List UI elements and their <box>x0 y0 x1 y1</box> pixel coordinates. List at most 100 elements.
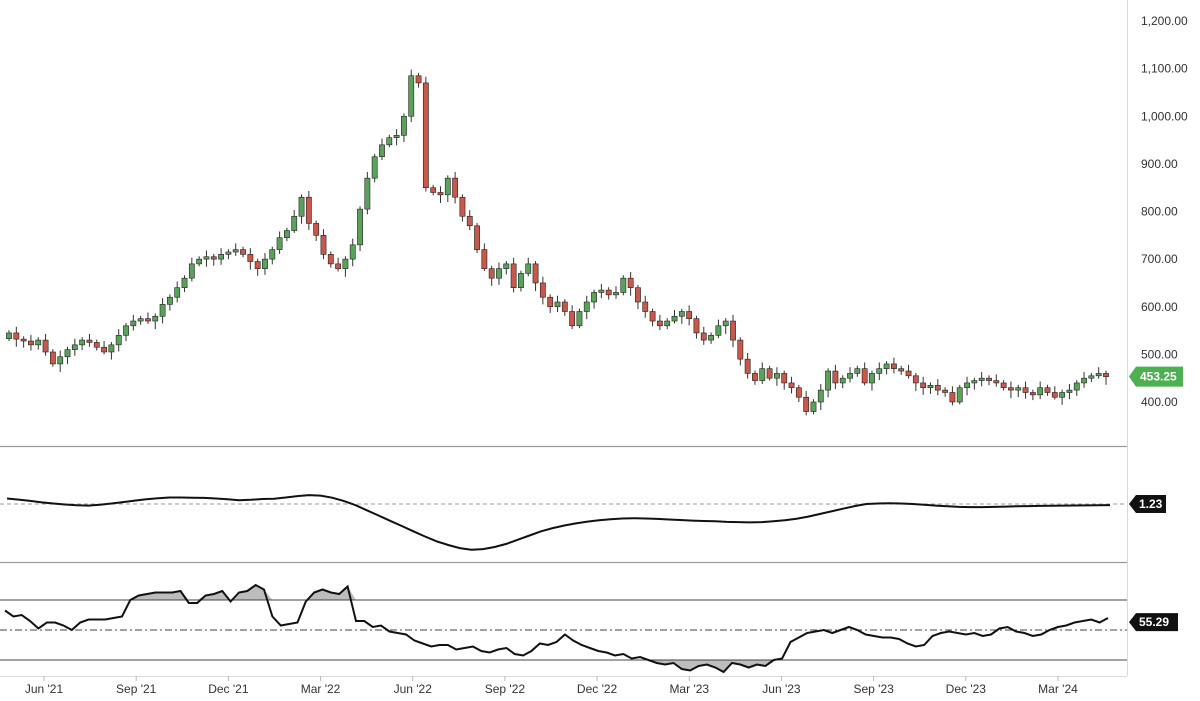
price-y-tick-label: 700.00 <box>1141 252 1178 266</box>
x-tick-label: Jun '22 <box>394 682 433 696</box>
indicator-badge-shape <box>1129 495 1166 513</box>
oscillator-oversold-fill <box>5 660 1108 672</box>
candle-down <box>649 311 656 322</box>
candle-up <box>664 320 671 327</box>
candle-up <box>196 258 203 265</box>
oscillator-badge-shape <box>1129 613 1178 632</box>
candle-down <box>744 358 751 374</box>
candle-down <box>993 380 1000 384</box>
x-tick-label: Mar '23 <box>669 682 709 696</box>
candle-up <box>357 208 363 246</box>
candle-up <box>444 177 451 196</box>
candle-up <box>525 263 532 274</box>
candle-up <box>174 287 181 298</box>
candle-down <box>415 75 422 84</box>
candle-up <box>839 377 846 384</box>
candle-up <box>978 377 985 381</box>
candle-up <box>678 311 685 317</box>
candle-down <box>1051 392 1058 398</box>
candle-down <box>766 368 773 379</box>
candle-up <box>1081 377 1087 384</box>
candle-up <box>1088 375 1095 379</box>
x-tick-label: Dec '22 <box>577 682 618 696</box>
indicator-line <box>6 494 1111 551</box>
candle-up <box>496 268 502 279</box>
candle-down <box>86 339 93 343</box>
candle-up <box>554 301 561 308</box>
candle-up <box>284 230 290 238</box>
x-tick-label: Mar '24 <box>1038 682 1078 696</box>
candle-up <box>715 325 722 336</box>
candle-down <box>28 340 34 346</box>
candle-up <box>123 325 129 336</box>
candle-up <box>847 373 853 379</box>
candle-up <box>64 349 71 358</box>
candle-up <box>876 368 883 374</box>
candle-up <box>708 335 714 341</box>
candle-down <box>210 256 217 260</box>
candle-up <box>393 135 400 138</box>
candle-down <box>905 370 912 377</box>
price-y-tick-label: 1,200.00 <box>1141 14 1188 28</box>
candle-down <box>561 301 568 312</box>
candle-up <box>408 75 415 117</box>
candle-up <box>57 356 64 365</box>
candle-up <box>188 263 195 279</box>
candle-down <box>1103 373 1109 377</box>
candle-up <box>1095 373 1102 377</box>
candle-up <box>349 244 356 260</box>
indicator-panel: 1.23 <box>0 494 1166 564</box>
candle-up <box>298 196 305 217</box>
candle-down <box>986 377 992 381</box>
candle-down <box>912 375 919 384</box>
price-y-tick-label: 1,100.00 <box>1141 62 1188 76</box>
candle-down <box>320 235 327 255</box>
candle-up <box>1015 387 1022 391</box>
candle-down <box>795 387 802 398</box>
candle-up <box>854 368 861 374</box>
candle-down <box>1044 387 1051 393</box>
candle-down <box>49 351 56 365</box>
candle-up <box>371 156 378 179</box>
price-y-tick-label: 600.00 <box>1141 300 1178 314</box>
indicator-badge-label: 1.23 <box>1139 497 1163 511</box>
candle-up <box>291 215 298 231</box>
candle-up <box>810 401 817 412</box>
candle-down <box>145 318 151 322</box>
candle-down <box>949 392 956 403</box>
candle-up <box>79 339 86 346</box>
candle-down <box>452 177 459 198</box>
candle-up <box>166 296 173 305</box>
candle-down <box>42 339 49 353</box>
candle-up <box>262 258 268 269</box>
x-tick-label: Dec '21 <box>208 682 249 696</box>
candle-up <box>159 304 166 317</box>
candle-up <box>671 315 678 322</box>
candle-down <box>788 382 795 389</box>
candle-down <box>539 282 546 298</box>
x-tick-label: Jun '21 <box>25 682 64 696</box>
candle-up <box>115 335 122 346</box>
last-price-badge-shape <box>1129 366 1183 387</box>
candle-up <box>35 339 42 346</box>
price-y-tick-label: 900.00 <box>1141 157 1178 171</box>
x-axis: Jun '21 Sep '21 Dec '21 Mar '22 Jun '22 Sep '… <box>0 676 1127 696</box>
candle-down <box>942 389 949 393</box>
x-tick-label: Mar '22 <box>301 682 341 696</box>
candle-down <box>934 385 941 391</box>
candle-up <box>518 273 524 289</box>
candle-down <box>240 249 246 255</box>
price-panel: 1,200.00 1,100.00 1,000.00 900.00 800.00 700.… <box>0 0 1188 676</box>
candle-down <box>627 277 634 288</box>
candle-down <box>1000 382 1007 389</box>
candle-down <box>1022 387 1029 393</box>
candle-down <box>656 320 663 327</box>
price-y-tick-label: 500.00 <box>1141 347 1178 361</box>
candle-down <box>605 289 612 296</box>
candle-down <box>510 263 517 289</box>
candle-down <box>730 320 736 341</box>
candle-down <box>254 261 261 269</box>
candle-up <box>971 380 978 384</box>
candle-down <box>459 196 466 217</box>
